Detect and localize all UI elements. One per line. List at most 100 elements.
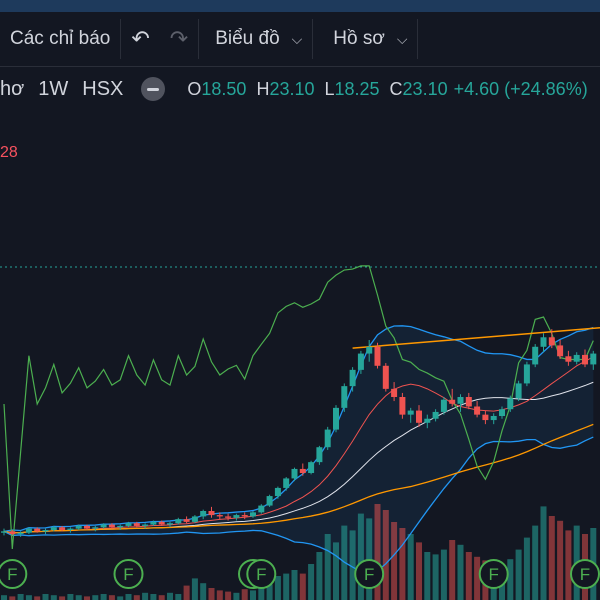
candle[interactable]: [515, 380, 522, 402]
candle-body: [424, 418, 431, 423]
candlesticks[interactable]: [1, 329, 597, 537]
candle[interactable]: [349, 367, 356, 392]
candle[interactable]: [167, 521, 173, 528]
candle[interactable]: [391, 382, 398, 402]
candle[interactable]: [133, 521, 140, 528]
candle[interactable]: [225, 513, 232, 521]
undo-icon[interactable]: ↶: [131, 26, 150, 51]
candle[interactable]: [208, 506, 215, 518]
earnings-badge[interactable]: F: [0, 559, 28, 589]
candle[interactable]: [316, 445, 323, 465]
candle[interactable]: [241, 512, 248, 520]
candle[interactable]: [250, 511, 256, 518]
candle[interactable]: [399, 392, 406, 419]
candle[interactable]: [341, 383, 348, 412]
collapse-legend-icon[interactable]: [141, 77, 166, 101]
earnings-badge[interactable]: F: [113, 559, 144, 589]
candle[interactable]: [67, 527, 74, 533]
redo-icon[interactable]: ↷: [169, 26, 189, 51]
candle[interactable]: [233, 513, 240, 521]
candle[interactable]: [333, 405, 339, 433]
candle[interactable]: [432, 409, 439, 422]
candle[interactable]: [457, 394, 464, 412]
candle[interactable]: [75, 524, 82, 530]
candle[interactable]: [84, 524, 90, 530]
candle[interactable]: [200, 509, 207, 520]
candle[interactable]: [291, 467, 298, 482]
candle[interactable]: [42, 528, 49, 535]
volume-bar: [133, 595, 140, 600]
candle[interactable]: [258, 504, 265, 514]
candle[interactable]: [17, 531, 24, 537]
volume-bar: [457, 544, 464, 600]
candle[interactable]: [449, 388, 456, 407]
earnings-badge[interactable]: F: [354, 559, 385, 589]
candle[interactable]: [125, 521, 132, 528]
chart-menu-button[interactable]: Biểu đồ ⌵: [199, 12, 312, 66]
candle[interactable]: [366, 340, 373, 362]
candle[interactable]: [216, 512, 223, 520]
candle[interactable]: [150, 520, 157, 526]
candle[interactable]: [582, 349, 588, 368]
candle[interactable]: [274, 486, 281, 499]
candle[interactable]: [523, 361, 530, 387]
candle[interactable]: [108, 523, 115, 529]
candle[interactable]: [34, 527, 41, 533]
candle[interactable]: [25, 527, 32, 535]
candle[interactable]: [142, 523, 149, 529]
candle[interactable]: [532, 344, 539, 368]
candle[interactable]: [540, 333, 547, 353]
candle[interactable]: [548, 329, 555, 349]
candle[interactable]: [407, 407, 414, 423]
candle[interactable]: [308, 460, 315, 475]
candle[interactable]: [158, 520, 165, 526]
candle[interactable]: [474, 401, 481, 418]
candle[interactable]: [1, 528, 7, 536]
candle[interactable]: [499, 406, 505, 419]
symbol-name[interactable]: hơ: [0, 77, 25, 100]
candle[interactable]: [324, 426, 331, 450]
candle[interactable]: [92, 525, 99, 532]
candle[interactable]: [490, 413, 497, 425]
trend-line[interactable]: [352, 327, 600, 349]
candle[interactable]: [507, 395, 514, 412]
candle[interactable]: [299, 463, 306, 476]
earnings-badge[interactable]: F: [478, 559, 509, 589]
candle-body: [490, 416, 497, 421]
candle[interactable]: [440, 397, 447, 415]
candle[interactable]: [416, 405, 422, 427]
candle[interactable]: [100, 523, 107, 529]
candle[interactable]: [266, 494, 273, 507]
profile-menu-button[interactable]: Hồ sơ ⌵: [313, 12, 417, 66]
candle[interactable]: [465, 392, 472, 410]
candle[interactable]: [382, 363, 389, 392]
candle[interactable]: [590, 350, 597, 370]
candle[interactable]: [424, 414, 431, 429]
candle[interactable]: [357, 350, 364, 374]
candle[interactable]: [59, 525, 66, 532]
candle[interactable]: [117, 524, 124, 530]
candle[interactable]: [573, 352, 580, 365]
candle[interactable]: [565, 350, 572, 366]
bollinger-band-area: [4, 325, 594, 575]
candle[interactable]: [374, 342, 381, 369]
candle[interactable]: [183, 516, 190, 524]
candle[interactable]: [9, 530, 16, 536]
candle[interactable]: [283, 477, 290, 491]
candle[interactable]: [482, 410, 489, 425]
volume-bar: [449, 540, 456, 600]
candle-body: [349, 369, 356, 387]
candle[interactable]: [191, 515, 198, 524]
indicators-button[interactable]: Các chỉ báo: [0, 12, 120, 66]
candle[interactable]: [175, 517, 182, 525]
candle[interactable]: [557, 340, 564, 359]
earnings-badge[interactable]: F: [570, 559, 600, 589]
interval-label[interactable]: 1W: [38, 77, 69, 100]
volume-bar: [299, 573, 306, 600]
exchange-label[interactable]: HSX: [82, 77, 124, 100]
candle-body: [92, 527, 99, 529]
candle[interactable]: [50, 525, 57, 532]
price-chart[interactable]: FFFFFFF: [0, 104, 600, 600]
earnings-badge[interactable]: F: [246, 559, 277, 589]
earnings-markers[interactable]: FFFFFFF: [0, 559, 600, 589]
